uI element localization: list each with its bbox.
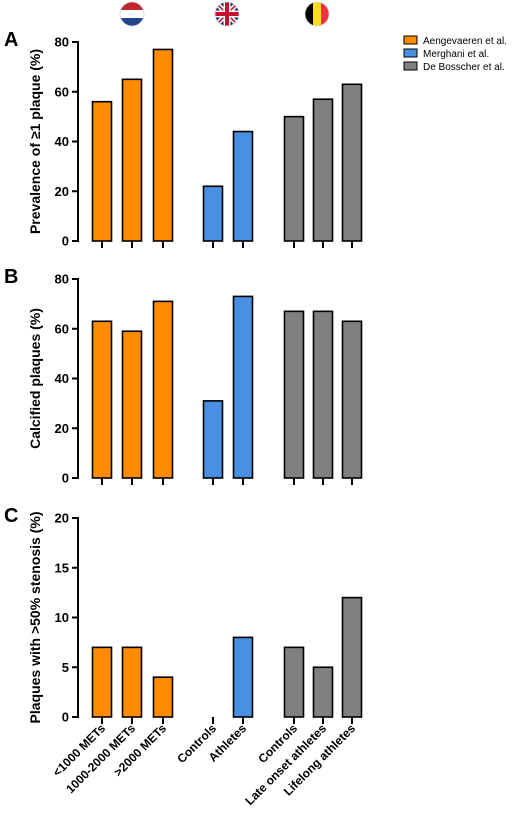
y-axis-label: Calcified plaques (%) (27, 308, 43, 449)
y-tick-label: 10 (55, 610, 69, 625)
bar (121, 330, 143, 479)
legend-label: De Bosscher et al. (423, 62, 505, 73)
y-tick-label: 40 (55, 371, 69, 386)
panel-letter: C (4, 505, 18, 527)
uk-flag-icon (214, 1, 240, 27)
chart-panel-a: A Prevalence of ≥1 plaque (%) 0 20 40 60 80 (4, 29, 363, 249)
netherlands-flag-icon (119, 1, 145, 27)
chart-panels: A Prevalence of ≥1 plaque (%) 0 20 40 60 80 B Ca… (4, 29, 363, 808)
bar (341, 596, 363, 718)
y-tick-label: 80 (55, 35, 69, 50)
chart-panel-c: C Plaques with >50% stenosis (%) 05101520<… (4, 505, 363, 808)
bar (91, 320, 113, 479)
bar (312, 310, 334, 479)
bar (121, 78, 143, 242)
bar (202, 185, 224, 242)
bar (341, 83, 363, 242)
y-tick-label: 15 (55, 560, 69, 575)
y-tick-label: 60 (55, 84, 69, 99)
bar (232, 295, 254, 479)
bar (152, 48, 174, 242)
bar (91, 100, 113, 242)
legend-swatch (403, 61, 418, 71)
bar (232, 130, 254, 242)
y-tick-label: 20 (55, 511, 69, 526)
bar (202, 400, 224, 479)
bar (312, 98, 334, 242)
legend-item: De Bosscher et al. (403, 61, 505, 73)
legend-item: Merghani et al. (403, 48, 489, 60)
bar (341, 320, 363, 479)
panel-letter: B (4, 266, 18, 288)
y-tick-label: 0 (62, 471, 69, 486)
y-tick-label: 40 (55, 134, 69, 149)
bar (283, 646, 305, 718)
y-tick-label: 60 (55, 321, 69, 336)
bar (283, 115, 305, 242)
y-axis-label: Prevalence of ≥1 plaque (%) (27, 49, 43, 234)
legend: Aengevaeren et al. Merghani et al. De Boss… (403, 35, 507, 73)
legend-item: Aengevaeren et al. (403, 35, 507, 47)
panel-letter: A (4, 29, 18, 51)
bar (152, 676, 174, 718)
bar (232, 636, 254, 718)
y-tick-label: 0 (62, 710, 69, 725)
belgium-flag-icon (304, 1, 330, 27)
y-tick-label: 80 (55, 272, 69, 287)
y-tick-label: 5 (62, 660, 69, 675)
y-tick-label: 20 (55, 184, 69, 199)
bar (312, 666, 334, 718)
bar (283, 310, 305, 479)
chart-panel-b: B Calcified plaques (%) 0 20 40 60 80 (4, 266, 363, 486)
legend-swatch (403, 35, 418, 45)
flag-row (119, 1, 330, 27)
legend-label: Aengevaeren et al. (423, 36, 507, 47)
legend-label: Merghani et al. (423, 49, 489, 60)
bar (121, 646, 143, 718)
bar (152, 300, 174, 479)
y-tick-label: 20 (55, 421, 69, 436)
bar (91, 646, 113, 718)
y-tick-label: 0 (62, 234, 69, 249)
y-axis-label: Plaques with >50% stenosis (%) (27, 511, 43, 723)
legend-swatch (403, 48, 418, 58)
